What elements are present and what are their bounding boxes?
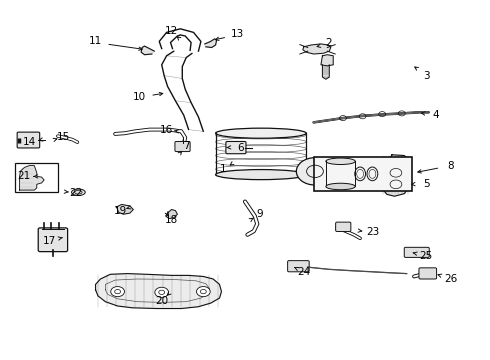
Circle shape [196, 287, 210, 297]
Text: 9: 9 [256, 209, 263, 219]
Text: 19: 19 [113, 206, 127, 216]
Ellipse shape [326, 158, 355, 165]
FancyBboxPatch shape [226, 141, 246, 154]
Text: 7: 7 [183, 141, 190, 151]
Polygon shape [141, 46, 154, 55]
Text: 4: 4 [433, 110, 440, 120]
Polygon shape [205, 39, 217, 48]
Text: 16: 16 [160, 125, 173, 135]
FancyBboxPatch shape [38, 228, 68, 252]
FancyBboxPatch shape [288, 261, 309, 272]
Text: 15: 15 [57, 132, 71, 142]
Text: 26: 26 [444, 274, 458, 284]
Text: 2: 2 [325, 38, 332, 48]
Text: 20: 20 [155, 296, 168, 306]
Text: 3: 3 [423, 71, 430, 81]
Text: 24: 24 [297, 267, 311, 277]
Text: 1: 1 [220, 164, 226, 174]
Ellipse shape [326, 183, 355, 190]
Text: 5: 5 [423, 179, 430, 189]
Circle shape [111, 287, 124, 297]
Bar [314, 157, 412, 191]
Polygon shape [96, 274, 221, 309]
Polygon shape [322, 65, 329, 79]
Text: 17: 17 [42, 236, 56, 246]
Ellipse shape [72, 189, 85, 195]
Text: 25: 25 [419, 251, 433, 261]
Text: 13: 13 [231, 29, 245, 39]
FancyBboxPatch shape [404, 247, 429, 257]
Ellipse shape [216, 170, 306, 180]
Polygon shape [303, 44, 331, 54]
Circle shape [155, 287, 169, 297]
Bar [15, 163, 58, 192]
Text: 14: 14 [23, 137, 36, 147]
Text: 18: 18 [165, 215, 178, 225]
Polygon shape [20, 166, 44, 190]
Text: 8: 8 [447, 161, 454, 171]
Ellipse shape [216, 128, 306, 138]
Text: 23: 23 [366, 227, 379, 237]
FancyBboxPatch shape [175, 141, 190, 152]
FancyBboxPatch shape [17, 132, 40, 148]
Text: 12: 12 [165, 26, 178, 36]
Text: 10: 10 [133, 92, 146, 102]
Polygon shape [117, 204, 133, 214]
Polygon shape [321, 55, 333, 66]
Polygon shape [382, 155, 409, 196]
Text: 21: 21 [17, 171, 30, 181]
Text: 11: 11 [89, 36, 102, 46]
FancyBboxPatch shape [336, 222, 351, 231]
Circle shape [296, 158, 334, 185]
Polygon shape [166, 210, 177, 219]
Text: 22: 22 [69, 188, 83, 198]
FancyBboxPatch shape [419, 268, 437, 279]
Text: 6: 6 [237, 143, 244, 153]
